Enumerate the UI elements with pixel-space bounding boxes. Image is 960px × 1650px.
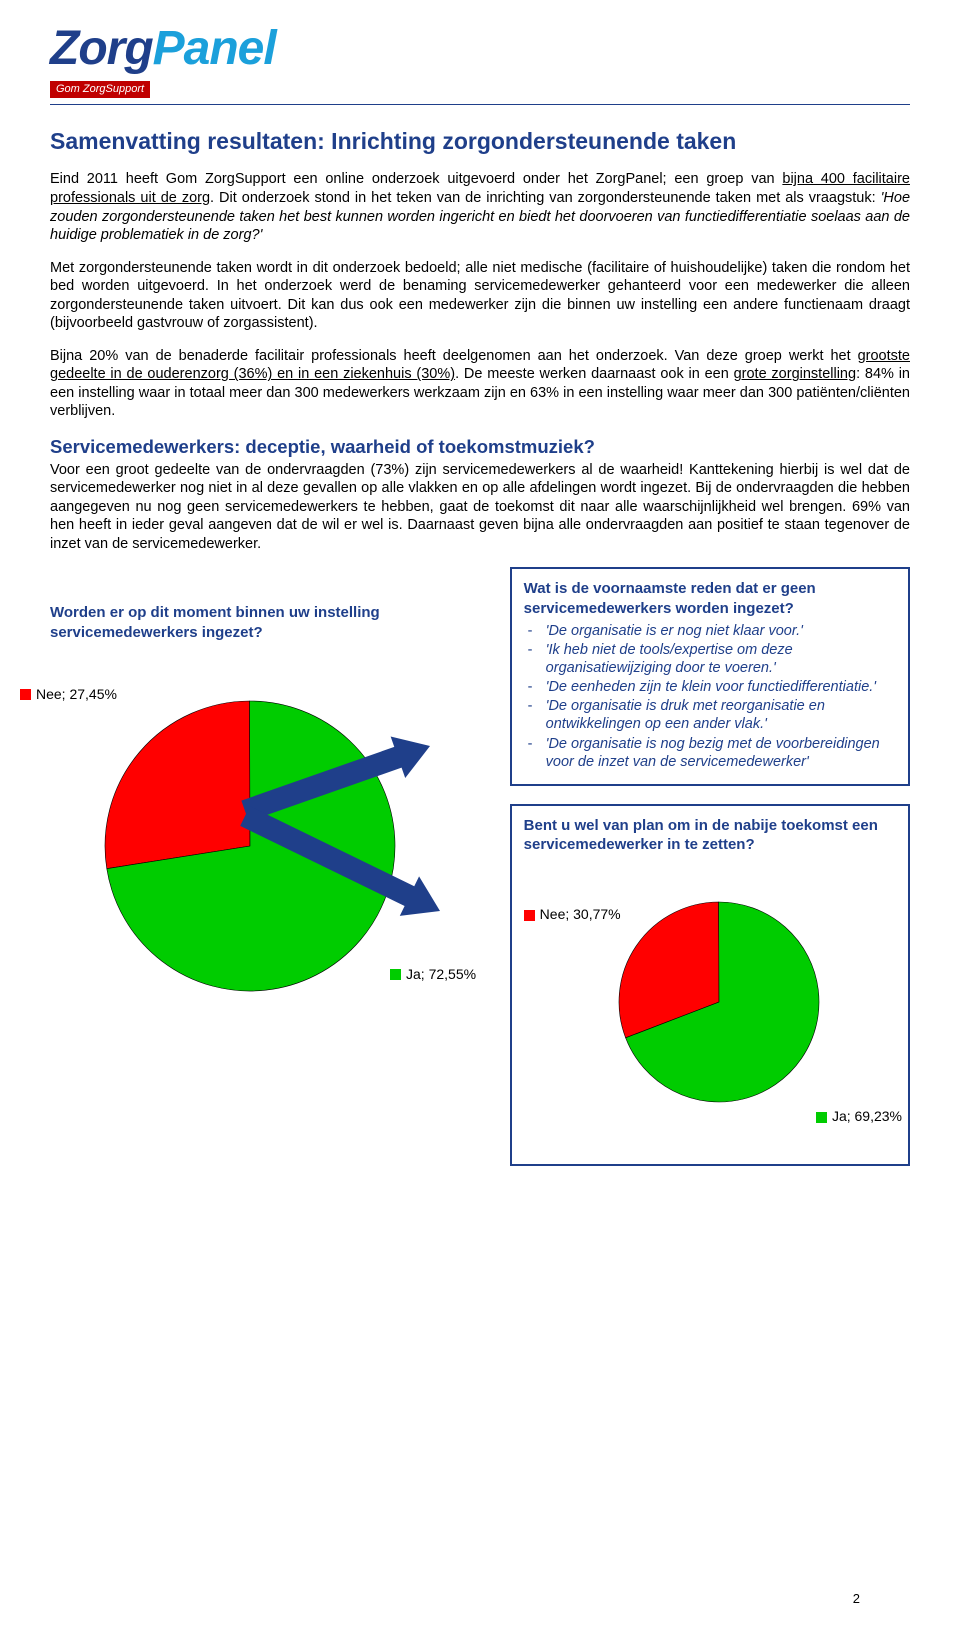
chart2-label-ja: Ja; 69,23% (832, 1108, 902, 1126)
chart1-legend-ja: Ja; 72,55% (390, 966, 476, 984)
p3a: Bijna 20% van de benaderde facilitair pr… (50, 348, 858, 364)
intro-paragraph-2: Met zorgondersteunende taken wordt in di… (50, 259, 910, 333)
logo-block: ZorgPanel Gom ZorgSupport (50, 18, 910, 98)
reason-item: -'De organisatie is nog bezig met de voo… (524, 735, 896, 771)
logo-part-panel: Panel (153, 22, 276, 75)
reasons-box: Wat is de voornaamste reden dat er geen … (510, 567, 910, 785)
reasons-box-question: Wat is de voornaamste reden dat er geen … (524, 579, 896, 617)
intro-paragraph-3: Bijna 20% van de benaderde facilitair pr… (50, 347, 910, 421)
section-paragraph: Voor een groot gedeelte van de ondervraa… (50, 461, 910, 554)
chart2-swatch-ja (816, 1112, 827, 1123)
chart1-swatch-ja (390, 969, 401, 980)
reasons-list: -'De organisatie is er nog niet klaar vo… (524, 622, 896, 771)
logo-text: ZorgPanel (50, 18, 910, 79)
reason-item: -'De organisatie is er nog niet klaar vo… (524, 622, 896, 640)
chart1-question: Worden er op dit moment binnen uw instel… (50, 603, 484, 641)
header-rule (50, 104, 910, 105)
future-box-question: Bent u wel van plan om in de nabije toek… (524, 816, 896, 854)
intro-paragraph-1: Eind 2011 heeft Gom ZorgSupport een onli… (50, 170, 910, 244)
reason-item: -'De organisatie is druk met reorganisat… (524, 697, 896, 733)
chart1-pie-area: Nee; 27,45% Ja; 72,55% (50, 656, 484, 1056)
chart1-column: Worden er op dit moment binnen uw instel… (50, 567, 484, 1166)
p1b: . Dit onderzoek stond in het teken van d… (210, 190, 881, 206)
callout-column: Wat is de voornaamste reden dat er geen … (510, 567, 910, 1166)
chart1-pie (50, 656, 480, 1056)
reason-item: -'Ik heb niet de tools/expertise om deze… (524, 641, 896, 677)
p3u2: grote zorginstelling (734, 366, 856, 382)
logo-subline: Gom ZorgSupport (50, 81, 150, 97)
chart2-legend-ja: Ja; 69,23% (816, 1108, 902, 1126)
future-box: Bent u wel van plan om in de nabije toek… (510, 804, 910, 1166)
chart1-label-ja: Ja; 72,55% (406, 966, 476, 984)
p1a: Eind 2011 heeft Gom ZorgSupport een onli… (50, 171, 782, 187)
chart2-pie-area: Nee; 30,77% Ja; 69,23% (524, 862, 896, 1152)
logo-part-zorg: Zorg (50, 22, 153, 75)
page-title: Samenvatting resultaten: Inrichting zorg… (50, 127, 910, 156)
section-heading: Servicemedewerkers: deceptie, waarheid o… (50, 435, 910, 459)
p3b: . De meeste werken daarnaast ook in een (455, 366, 734, 382)
two-column-area: Worden er op dit moment binnen uw instel… (50, 567, 910, 1166)
page-number: 2 (853, 1591, 860, 1608)
reason-item: -'De eenheden zijn te klein voor functie… (524, 678, 896, 696)
chart2-pie (524, 872, 884, 1132)
chart1-swatch-nee (20, 689, 31, 700)
